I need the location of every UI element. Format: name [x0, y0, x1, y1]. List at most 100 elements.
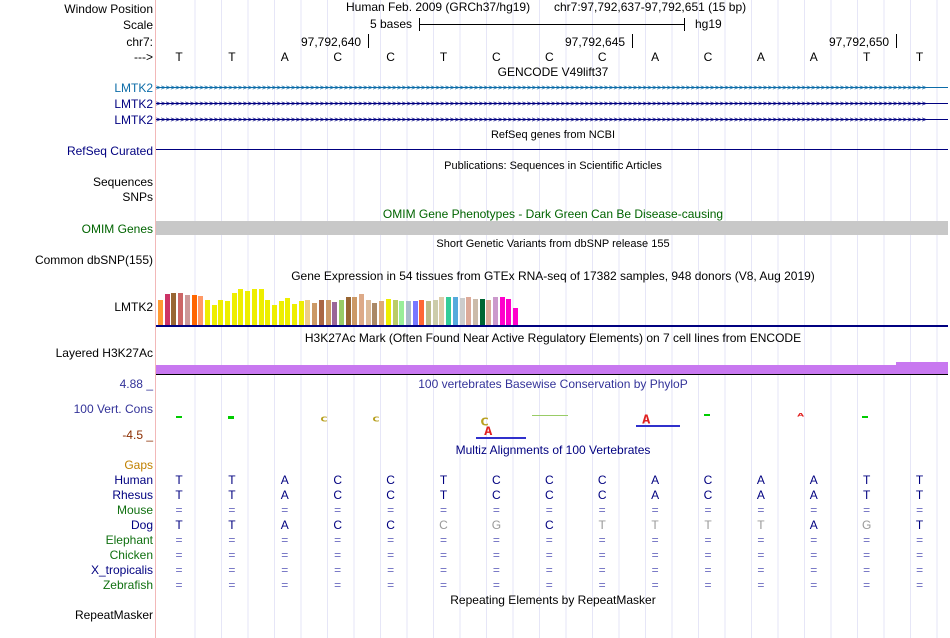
gtex-tissue-bar[interactable] — [493, 297, 498, 326]
gtex-tissue-bar[interactable] — [452, 297, 458, 326]
gtex-tissue-bar[interactable] — [338, 300, 344, 326]
window-position-label: Window Position — [64, 2, 153, 16]
gtex-tissue-bar[interactable] — [265, 300, 271, 326]
gtex-tissue-bar[interactable] — [359, 294, 364, 326]
gtex-tissue-bar[interactable] — [426, 301, 431, 326]
alignment-base: T — [175, 488, 183, 502]
gtex-tissue-bar[interactable] — [285, 298, 291, 326]
gtex-tissue-bar[interactable] — [513, 308, 519, 326]
gtex-tissue-bar[interactable] — [278, 301, 284, 326]
gencode-track-label-2[interactable]: LMTK2 — [114, 97, 153, 111]
gtex-tissue-bar[interactable] — [305, 300, 311, 326]
alignment-base: C — [597, 488, 607, 502]
h3k27ac-signal-peak[interactable] — [896, 362, 948, 374]
gtex-tissue-bar[interactable] — [171, 293, 177, 326]
gtex-tissue-bar[interactable] — [412, 301, 418, 326]
cons-min-label: -4.5 _ — [122, 428, 153, 442]
gtex-tissue-bar[interactable] — [372, 303, 378, 326]
alignment-base: T — [175, 473, 183, 487]
snps-track-label[interactable]: SNPs — [122, 190, 153, 204]
gtex-tissue-bar[interactable] — [392, 300, 398, 326]
gtex-tissue-bar[interactable] — [292, 304, 297, 326]
logo-letter-c: C — [372, 415, 380, 424]
gtex-tissue-bar[interactable] — [432, 300, 438, 326]
gtex-tissue-bar[interactable] — [211, 305, 217, 326]
species-label: Chicken — [109, 548, 153, 562]
gtex-tissue-bar[interactable] — [218, 300, 224, 326]
gtex-tissue-bar[interactable] — [184, 295, 190, 326]
track-label-panel: Window Position Scale chr7: ---> LMTK2 L… — [0, 0, 155, 638]
gtex-tissue-bar[interactable] — [191, 295, 197, 326]
omim-gene-bar[interactable] — [156, 221, 948, 235]
gtex-tissue-bar[interactable] — [225, 301, 230, 326]
refseq-track-label[interactable]: RefSeq Curated — [66, 144, 153, 158]
gtex-tissue-bar[interactable] — [271, 305, 277, 326]
gtex-tissue-bar[interactable] — [405, 301, 411, 326]
alignment-base: = — [704, 563, 712, 577]
scale-bar-left-tick — [419, 18, 420, 31]
cons-track-label[interactable]: 100 Vert. Cons — [73, 402, 153, 416]
gtex-tissue-bar[interactable] — [352, 297, 358, 326]
species-label: Mouse — [116, 503, 153, 517]
gtex-tissue-bar[interactable] — [399, 301, 405, 326]
gtex-tissue-bar[interactable] — [238, 289, 244, 326]
alignment-base: C — [439, 518, 448, 532]
gtex-tissue-bar[interactable] — [419, 300, 425, 326]
dbsnp-track-label[interactable]: Common dbSNP(155) — [34, 253, 153, 267]
refseq-gene-line[interactable] — [156, 149, 948, 150]
gtex-tissue-bar[interactable] — [499, 297, 505, 326]
alignment-base: = — [492, 548, 500, 562]
gencode-track-label-3[interactable]: LMTK2 — [114, 113, 153, 127]
alignment-base: C — [703, 473, 713, 487]
gtex-tissue-bar[interactable] — [251, 289, 257, 326]
repeatmasker-track-label[interactable]: RepeatMasker — [74, 608, 153, 622]
gtex-tissue-bar[interactable] — [325, 300, 331, 326]
alignment-base: C — [492, 488, 501, 502]
gtex-tissue-bar[interactable] — [245, 291, 251, 326]
gtex-tissue-bar[interactable] — [332, 302, 338, 326]
alignment-base: = — [810, 563, 818, 577]
alignment-base: = — [492, 578, 500, 592]
gtex-tissue-bar[interactable] — [158, 300, 163, 326]
gtex-track-label[interactable]: LMTK2 — [114, 300, 153, 314]
gtex-tissue-bar[interactable] — [198, 296, 204, 326]
gtex-tissue-bar[interactable] — [446, 297, 452, 326]
alignment-base: = — [439, 533, 447, 547]
gtex-tissue-bar[interactable] — [385, 299, 391, 326]
gtex-tissue-bar[interactable] — [466, 297, 472, 326]
gtex-tissue-bar[interactable] — [459, 298, 465, 326]
gencode-track-label-1[interactable]: LMTK2 — [114, 81, 153, 95]
gtex-tissue-bar[interactable] — [479, 299, 485, 326]
gtex-bar-chart[interactable] — [156, 284, 950, 326]
track-divider — [155, 0, 156, 638]
sequences-track-label[interactable]: Sequences — [92, 175, 153, 189]
gtex-tissue-bar[interactable] — [439, 297, 445, 326]
gtex-tissue-bar[interactable] — [231, 293, 237, 326]
gtex-tissue-bar[interactable] — [318, 300, 324, 326]
gtex-tissue-bar[interactable] — [164, 294, 170, 326]
scale-text: 5 bases — [370, 17, 413, 31]
gtex-tissue-bar[interactable] — [298, 301, 304, 326]
gtex-tissue-bar[interactable] — [379, 301, 385, 326]
gtex-tissue-bar[interactable] — [178, 293, 184, 326]
gtex-tissue-bar[interactable] — [258, 289, 264, 326]
alignment-base: C — [544, 473, 554, 487]
omim-track-label[interactable]: OMIM Genes — [81, 222, 153, 236]
gtex-tissue-bar[interactable] — [486, 300, 492, 326]
gencode-transcript-1[interactable]: >>>>>>>>>>>>>>>>>>>>>>>>>>>>>>>>>>>>>>>>… — [156, 83, 948, 92]
logo-letter-a: A — [484, 425, 493, 439]
gtex-tissue-bar[interactable] — [345, 297, 351, 326]
h3k27ac-track-label[interactable]: Layered H3K27Ac — [55, 346, 153, 360]
gtex-tissue-bar[interactable] — [472, 299, 478, 326]
gencode-transcript-3[interactable]: >>>>>>>>>>>>>>>>>>>>>>>>>>>>>>>>>>>>>>>>… — [156, 115, 948, 124]
strand-arrow-label[interactable]: ---> — [134, 50, 153, 64]
h3k27ac-signal-bar[interactable] — [156, 365, 896, 374]
alignment-base: = — [334, 533, 342, 547]
gencode-transcript-2[interactable]: >>>>>>>>>>>>>>>>>>>>>>>>>>>>>>>>>>>>>>>>… — [156, 99, 948, 108]
gtex-tissue-bar[interactable] — [506, 299, 512, 326]
cons-max-label: 4.88 _ — [119, 377, 153, 391]
gtex-tissue-bar[interactable] — [312, 303, 318, 326]
gtex-tissue-bar[interactable] — [365, 300, 371, 326]
gtex-tissue-bar[interactable] — [204, 300, 210, 326]
alignment-base: = — [598, 563, 606, 577]
